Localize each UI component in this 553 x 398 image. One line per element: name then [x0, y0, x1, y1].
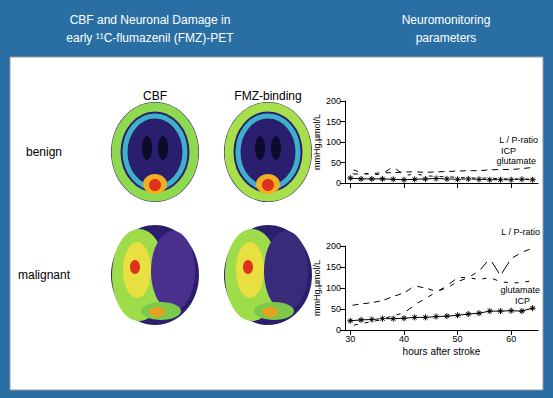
svg-text:parameters: parameters — [416, 31, 477, 45]
svg-text:CBF: CBF — [143, 89, 167, 103]
svg-text:hours after stroke: hours after stroke — [403, 346, 481, 357]
svg-text:100: 100 — [326, 283, 341, 293]
svg-text:Neuromonitoring: Neuromonitoring — [402, 13, 491, 27]
svg-text:200: 200 — [326, 241, 341, 251]
svg-text:60: 60 — [506, 334, 516, 344]
svg-text:early ¹¹C-flumazenil (FMZ)-PET: early ¹¹C-flumazenil (FMZ)-PET — [66, 31, 234, 45]
svg-text:glutamate: glutamate — [500, 285, 540, 295]
svg-text:50: 50 — [331, 304, 341, 314]
svg-text:CBF and Neuronal Damage in: CBF and Neuronal Damage in — [70, 13, 231, 27]
svg-text:50: 50 — [453, 334, 463, 344]
svg-text:glutamate: glutamate — [496, 156, 536, 166]
svg-text:mmHg,µmol/L: mmHg,µmol/L — [312, 260, 322, 316]
svg-text:FMZ-binding: FMZ-binding — [234, 89, 301, 103]
svg-text:30: 30 — [345, 334, 355, 344]
svg-text:L / P-ratio: L / P-ratio — [499, 135, 538, 145]
svg-text:40: 40 — [399, 334, 409, 344]
svg-text:0: 0 — [336, 178, 341, 188]
svg-text:150: 150 — [326, 117, 341, 127]
svg-text:200: 200 — [326, 96, 341, 106]
svg-text:benign: benign — [26, 145, 62, 159]
svg-text:ICP: ICP — [501, 146, 516, 156]
svg-text:ICP: ICP — [515, 296, 530, 306]
svg-text:150: 150 — [326, 262, 341, 272]
svg-text:malignant: malignant — [18, 268, 71, 282]
svg-text:L / P-ratio: L / P-ratio — [501, 227, 540, 237]
svg-text:0: 0 — [336, 325, 341, 335]
svg-text:50: 50 — [331, 158, 341, 168]
svg-text:mmHg,µmol/L: mmHg,µmol/L — [312, 114, 322, 170]
svg-text:100: 100 — [326, 137, 341, 147]
